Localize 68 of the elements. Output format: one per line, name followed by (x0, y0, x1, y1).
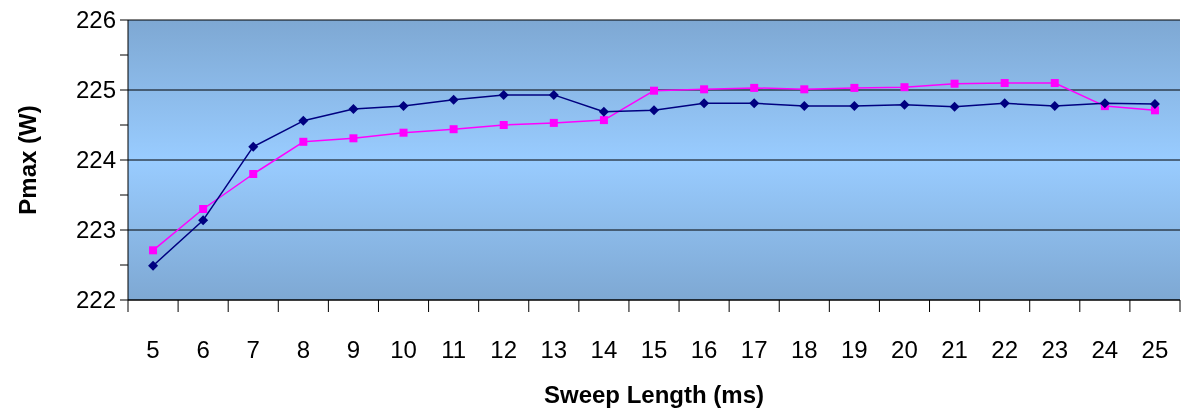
point (149, 246, 158, 255)
x-tick-label: 14 (590, 336, 618, 363)
point (799, 101, 810, 112)
x-tick-label: 15 (640, 336, 668, 363)
x-tick-label: 11 (441, 336, 467, 363)
y-tick-label: 226 (75, 6, 116, 34)
point (700, 85, 709, 94)
point (599, 116, 608, 125)
x-tick-label: 25 (1141, 336, 1169, 363)
point (248, 141, 259, 152)
x-tick-label: 16 (690, 336, 718, 363)
point (1099, 98, 1110, 109)
x-tick-label: 12 (490, 336, 518, 363)
point (298, 115, 309, 126)
point (1049, 101, 1060, 112)
point (849, 101, 860, 112)
x-tick-label: 21 (941, 336, 968, 363)
point (199, 205, 208, 213)
point (449, 125, 458, 134)
x-tick-label: 23 (1041, 336, 1069, 363)
point (999, 98, 1010, 109)
x-tick-label: 20 (891, 336, 918, 363)
point (198, 215, 209, 226)
point (349, 134, 358, 143)
x-tick-label: 18 (790, 336, 818, 363)
point (950, 79, 959, 88)
point (1000, 79, 1009, 87)
x-tick-label: 24 (1091, 336, 1119, 363)
x-tick-label: 8 (296, 336, 311, 363)
y-tick-label: 222 (75, 286, 116, 314)
point (699, 98, 710, 109)
point (549, 118, 558, 127)
point (949, 101, 960, 112)
point (548, 89, 559, 100)
x-axis-title: Sweep Length (ms) (543, 381, 765, 408)
point (148, 260, 159, 271)
y-tick-label: 224 (75, 146, 116, 174)
point (649, 105, 659, 116)
point (448, 94, 459, 105)
point (650, 86, 658, 95)
x-tick-label: 5 (146, 336, 160, 363)
point (1050, 79, 1059, 87)
y-tick-label: 223 (75, 216, 116, 244)
x-tick-label: 13 (540, 336, 568, 363)
point (1149, 99, 1160, 109)
point (498, 89, 509, 100)
point (850, 83, 859, 92)
y-axis-title: Pmax (W) (14, 105, 41, 215)
x-tick-label: 17 (740, 336, 768, 363)
point (499, 121, 508, 129)
point (750, 83, 759, 92)
point (249, 170, 258, 178)
x-tick-label: 22 (991, 336, 1019, 363)
x-tick-label: 10 (390, 336, 417, 363)
point (398, 101, 409, 112)
point (900, 83, 909, 92)
point (399, 128, 408, 137)
point (899, 99, 910, 110)
point (800, 85, 809, 94)
point (749, 98, 760, 109)
point (598, 106, 609, 117)
y-tick-label: 225 (75, 76, 116, 104)
x-tick-label: 9 (346, 336, 361, 363)
x-tick-label: 6 (196, 336, 210, 363)
x-tick-label: 19 (841, 336, 868, 363)
point (348, 103, 359, 114)
x-tick-label: 7 (246, 336, 260, 363)
point (299, 137, 308, 146)
